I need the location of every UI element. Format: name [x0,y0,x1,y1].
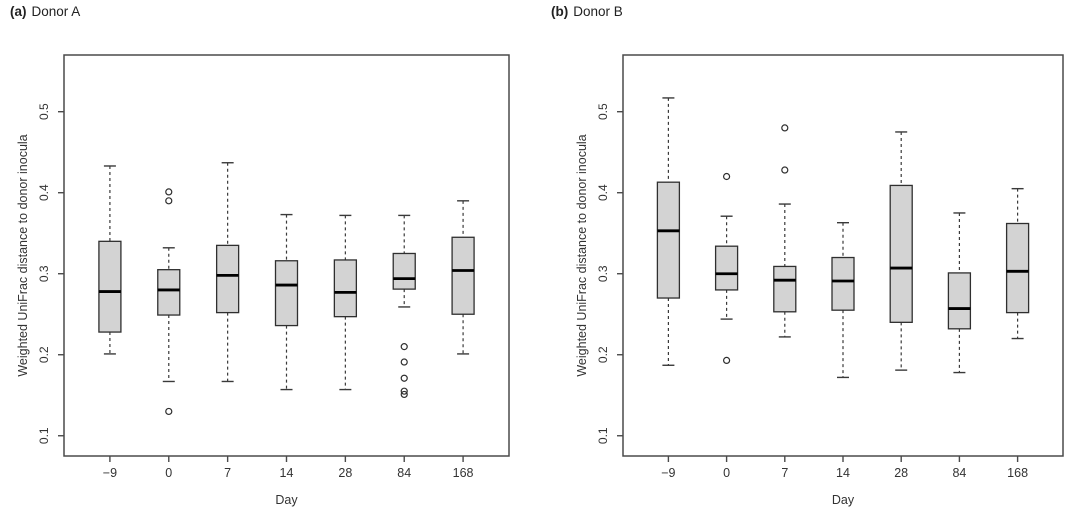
x-tick-label: 14 [280,466,294,480]
y-tick-label: 0.2 [596,346,610,363]
x-tick-label: 14 [836,466,850,480]
y-axis-title: Weighted UniFrac distance to donor inocu… [575,134,589,376]
y-tick-label: 0.4 [37,184,51,201]
boxplot-day-168 [451,200,475,355]
panel-a-chart-canvas: 0.1 0.2 0.3 0.4 0.5 −9 0 7 14 28 84 168 Weighted Uni… [16,54,510,507]
y-axis: 0.1 0.2 0.3 0.4 0.5 [596,103,623,444]
boxplot-day-84 [947,212,972,374]
x-tick-label: −9 [103,466,117,480]
y-tick-label: 0.4 [596,184,610,201]
panel-b-chart-canvas: 0.1 0.2 0.3 0.4 0.5 −9 0 7 14 28 84 168 Weighted Uni… [575,54,1064,507]
outlier-point [722,172,731,181]
outlier-point [165,188,173,196]
outlier-point [165,197,173,205]
x-tick-label: 84 [397,466,411,480]
outlier-point [781,166,789,174]
boxplot-day-−9 [98,165,122,355]
panel-b-title-text: Donor B [573,4,623,19]
x-axis: −9 0 7 14 28 84 168 [103,456,474,480]
boxplot-day-14 [831,221,855,379]
boxplot-day-0 [157,188,181,416]
y-axis-title: Weighted UniFrac distance to donor inocu… [16,134,30,376]
x-tick-label: 28 [338,466,352,480]
x-tick-label: 168 [1007,466,1028,480]
y-tick-label: 0.2 [37,346,51,363]
y-tick-label: 0.1 [37,427,51,444]
y-tick-label: 0.5 [37,103,51,120]
boxplot-day-28 [889,131,913,371]
x-axis: −9 0 7 14 28 84 168 [661,456,1028,480]
x-tick-label: 84 [952,466,966,480]
x-axis-title: Day [832,493,855,507]
outlier-point [781,124,789,132]
y-tick-label: 0.1 [596,427,610,444]
x-tick-label: 7 [224,466,231,480]
panel-donor-a: (a) Donor A 0.1 0.2 0.3 0.4 0.5 −9 0 7 14 28 84 168 W… [10,4,510,507]
x-tick-label: 7 [781,466,788,480]
x-tick-label: 0 [165,466,172,480]
x-axis-title: Day [275,493,298,507]
boxplot-day-7 [215,162,240,383]
outlier-point [400,387,408,395]
x-tick-label: 168 [453,466,474,480]
panel-a-title: (a) Donor A [10,4,80,19]
x-tick-label: 0 [723,466,730,480]
x-tick-label: −9 [661,466,675,480]
outlier-point [165,407,173,416]
boxplot-day-14 [274,213,299,391]
outlier-point [722,356,731,365]
panel-a-label: (a) [10,4,27,19]
boxplot-day-0 [714,172,739,365]
panel-donor-b: (b) Donor B 0.1 0.2 0.3 0.4 0.5 −9 0 7 14 28 84 168 W… [537,0,1074,523]
y-axis: 0.1 0.2 0.3 0.4 0.5 [37,103,64,444]
outlier-point [400,358,408,366]
boxplot-day-−9 [656,97,681,366]
boxplot-day-168 [1005,187,1030,340]
y-tick-label: 0.5 [596,103,610,120]
boxplot-day-7 [773,124,797,338]
panel-b-title: (b) Donor B [551,4,623,19]
panel-a-title-text: Donor A [31,4,81,19]
boxplot-day-84 [392,214,416,399]
outlier-point [400,374,408,382]
outlier-point [400,343,408,351]
boxplot-day-28 [333,214,358,391]
outlier-point [400,390,408,399]
x-tick-label: 28 [894,466,908,480]
panel-b-label: (b) [551,4,569,19]
y-tick-label: 0.3 [596,265,610,282]
y-tick-label: 0.3 [37,265,51,282]
